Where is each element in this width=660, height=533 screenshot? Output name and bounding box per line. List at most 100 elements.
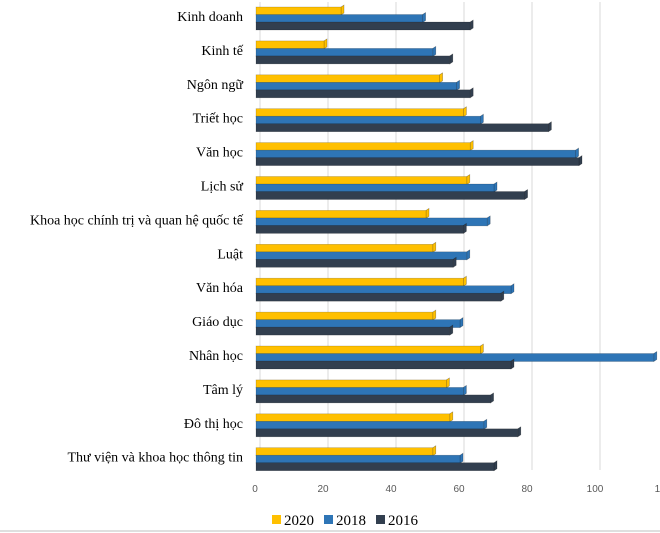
- legend-label: 2018: [336, 513, 366, 529]
- bar-side: [432, 309, 437, 321]
- bar-side: [493, 181, 498, 193]
- bar-side: [486, 215, 491, 227]
- bar-2020: [255, 40, 325, 50]
- bar-side: [459, 317, 464, 329]
- bar-2020: [255, 413, 451, 423]
- category-label: Thư viện và khoa học thông tin: [67, 451, 243, 466]
- category-label: Tâm lý: [203, 383, 243, 398]
- bar-side: [340, 4, 345, 16]
- bar-side: [524, 188, 528, 201]
- x-tick-label: 0: [252, 484, 258, 495]
- category-label: Nhân học: [189, 349, 243, 364]
- bar-side: [446, 377, 450, 389]
- bar-side: [469, 87, 474, 99]
- bar-side: [469, 140, 474, 152]
- bar-2018: [255, 285, 512, 295]
- legend-swatch-2018: [324, 515, 333, 524]
- bar-side: [490, 392, 494, 404]
- bar-2016: [255, 191, 525, 200]
- category-label: Luật: [217, 247, 243, 262]
- bar-2020: [255, 345, 481, 355]
- bar-side: [500, 290, 505, 302]
- bar-2018: [255, 149, 576, 159]
- bar-side: [653, 350, 658, 363]
- bar-2020: [255, 176, 468, 185]
- x-tick-label: 60: [453, 484, 465, 495]
- bar-side: [493, 460, 498, 472]
- bar-side: [463, 275, 467, 287]
- bar-2016: [255, 157, 580, 166]
- bar-2018: [255, 251, 468, 261]
- bar-side: [510, 283, 515, 295]
- x-tick-label: 40: [385, 484, 397, 495]
- bar-2018: [255, 353, 655, 362]
- bar-side: [449, 324, 454, 336]
- bar-side: [432, 45, 437, 57]
- category-label: Kinh tế: [201, 44, 243, 59]
- bar-2016: [255, 21, 471, 31]
- bar-side: [456, 79, 460, 91]
- bar-side: [463, 106, 467, 118]
- bar-side: [463, 384, 467, 396]
- bar-side: [578, 155, 583, 167]
- legend-label: 2020: [284, 513, 314, 529]
- category-label: Văn học: [196, 146, 243, 161]
- category-label: Triết học: [193, 112, 243, 127]
- bar-side: [425, 207, 430, 219]
- bar-2020: [255, 142, 471, 151]
- bar-side: [469, 19, 474, 31]
- bar-2016: [255, 462, 495, 472]
- bar-side: [439, 72, 443, 84]
- bar-2016: [255, 89, 471, 99]
- category-label: Khoa học chính trị và quan hệ quốc tế: [30, 213, 244, 228]
- bar-2018: [255, 319, 461, 328]
- bar-side: [432, 445, 437, 457]
- bar-2020: [255, 311, 434, 321]
- legend-label: 2016: [388, 513, 419, 529]
- bar-side: [449, 411, 454, 423]
- bar-2020: [255, 108, 464, 117]
- bar-2018: [255, 14, 423, 23]
- bar-side: [575, 147, 579, 159]
- category-label: Kinh doanh: [177, 10, 243, 25]
- bar-2016: [255, 292, 502, 302]
- legend-swatch-2020: [272, 515, 281, 524]
- category-label: Ngôn ngữ: [187, 78, 244, 93]
- bar-2016: [255, 225, 464, 234]
- bar-2020: [255, 379, 447, 389]
- bar-2018: [255, 420, 485, 430]
- bar-2018: [255, 115, 481, 125]
- bar-side: [510, 358, 515, 370]
- bar-2020: [255, 447, 434, 457]
- bar-side: [548, 121, 552, 133]
- bar-2018: [255, 82, 457, 91]
- bar-side: [466, 249, 471, 261]
- bar-2020: [255, 74, 440, 84]
- bar-2020: [255, 277, 464, 287]
- bar-side: [422, 11, 426, 24]
- bar-side: [463, 222, 467, 234]
- bar-2018: [255, 454, 461, 464]
- bar-side: [452, 256, 457, 268]
- bar-2016: [255, 360, 512, 370]
- x-tick-label: 80: [521, 484, 533, 495]
- bar-2016: [255, 326, 451, 336]
- bar-2016: [255, 394, 491, 404]
- bar-side: [459, 452, 464, 464]
- bar-side: [517, 426, 522, 438]
- bar-2016: [255, 428, 519, 438]
- category-label: Lịch sử: [201, 180, 244, 195]
- bar-2018: [255, 217, 488, 227]
- x-tick-label: 20: [317, 484, 329, 495]
- bar-2016: [255, 123, 549, 132]
- bar-2016: [255, 258, 454, 268]
- category-label: Giáo dục: [192, 315, 243, 330]
- bar-side: [323, 38, 328, 50]
- bar-2018: [255, 48, 434, 57]
- bar-2020: [255, 244, 434, 253]
- bar-2020: [255, 210, 427, 219]
- bar-side: [483, 418, 488, 430]
- bar-2020: [255, 6, 342, 16]
- bar-side: [449, 53, 454, 65]
